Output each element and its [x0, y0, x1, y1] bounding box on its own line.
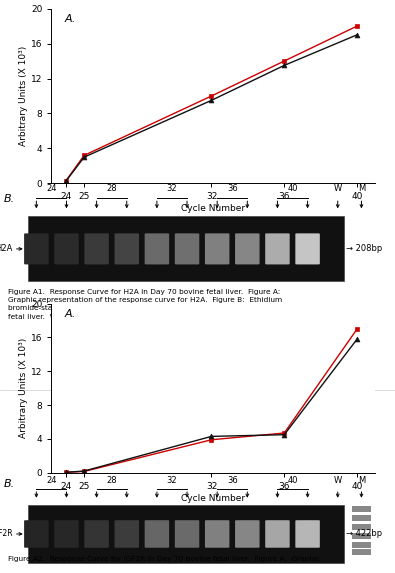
Text: IGF2R: IGF2R	[0, 529, 13, 539]
FancyBboxPatch shape	[295, 520, 320, 548]
FancyBboxPatch shape	[54, 233, 79, 265]
FancyBboxPatch shape	[24, 233, 49, 265]
Text: 32: 32	[167, 476, 177, 485]
X-axis label: Cycle Number: Cycle Number	[181, 204, 245, 213]
Text: → 422bp: → 422bp	[346, 529, 382, 539]
FancyBboxPatch shape	[54, 520, 79, 548]
FancyBboxPatch shape	[205, 520, 229, 548]
Text: B.: B.	[4, 480, 15, 489]
Text: 24: 24	[46, 185, 56, 193]
FancyBboxPatch shape	[115, 233, 139, 265]
Text: 28: 28	[106, 476, 117, 485]
Text: 40: 40	[287, 476, 298, 485]
Text: M: M	[358, 476, 365, 485]
FancyBboxPatch shape	[265, 233, 290, 265]
FancyBboxPatch shape	[235, 233, 260, 265]
Text: W: W	[334, 476, 342, 485]
FancyBboxPatch shape	[205, 233, 229, 265]
Text: A.: A.	[64, 309, 76, 319]
Text: B.: B.	[4, 194, 15, 204]
Y-axis label: Arbitrary Units (X 10³): Arbitrary Units (X 10³)	[19, 338, 28, 438]
Bar	[352, 506, 371, 512]
Bar	[352, 548, 371, 555]
Text: A.: A.	[64, 14, 76, 24]
Text: 24: 24	[46, 476, 56, 485]
Text: → 208bp: → 208bp	[346, 245, 382, 253]
FancyBboxPatch shape	[265, 520, 290, 548]
Text: M: M	[358, 185, 365, 193]
X-axis label: Cycle Number: Cycle Number	[181, 493, 245, 503]
Text: Figure A1.  Response Curve for H2A in Day 70 bovine fetal liver.  Figure A:
Grap: Figure A1. Response Curve for H2A in Day…	[8, 289, 301, 320]
FancyBboxPatch shape	[235, 520, 260, 548]
FancyBboxPatch shape	[145, 233, 169, 265]
Bar	[352, 515, 371, 521]
FancyBboxPatch shape	[115, 520, 139, 548]
Bar	[352, 533, 371, 539]
Text: 36: 36	[227, 185, 238, 193]
Text: W: W	[334, 185, 342, 193]
FancyBboxPatch shape	[85, 233, 109, 265]
FancyBboxPatch shape	[175, 520, 199, 548]
Bar	[28, 505, 344, 563]
FancyBboxPatch shape	[175, 233, 199, 265]
FancyBboxPatch shape	[24, 520, 49, 548]
Bar	[28, 216, 344, 281]
Text: 28: 28	[106, 185, 117, 193]
Text: 40: 40	[287, 185, 298, 193]
Text: H2A: H2A	[0, 245, 13, 253]
Bar	[352, 524, 371, 530]
Bar	[352, 541, 371, 548]
FancyBboxPatch shape	[295, 233, 320, 265]
Text: 32: 32	[167, 185, 177, 193]
Y-axis label: Arbitrary Units (X 10³): Arbitrary Units (X 10³)	[19, 46, 28, 146]
Text: Figure A2.  Response Curve for IGF2R in Day 70 bovine fetal liver.  Figure A:  G: Figure A2. Response Curve for IGF2R in D…	[8, 556, 320, 562]
FancyBboxPatch shape	[85, 520, 109, 548]
Text: 36: 36	[227, 476, 238, 485]
FancyBboxPatch shape	[145, 520, 169, 548]
